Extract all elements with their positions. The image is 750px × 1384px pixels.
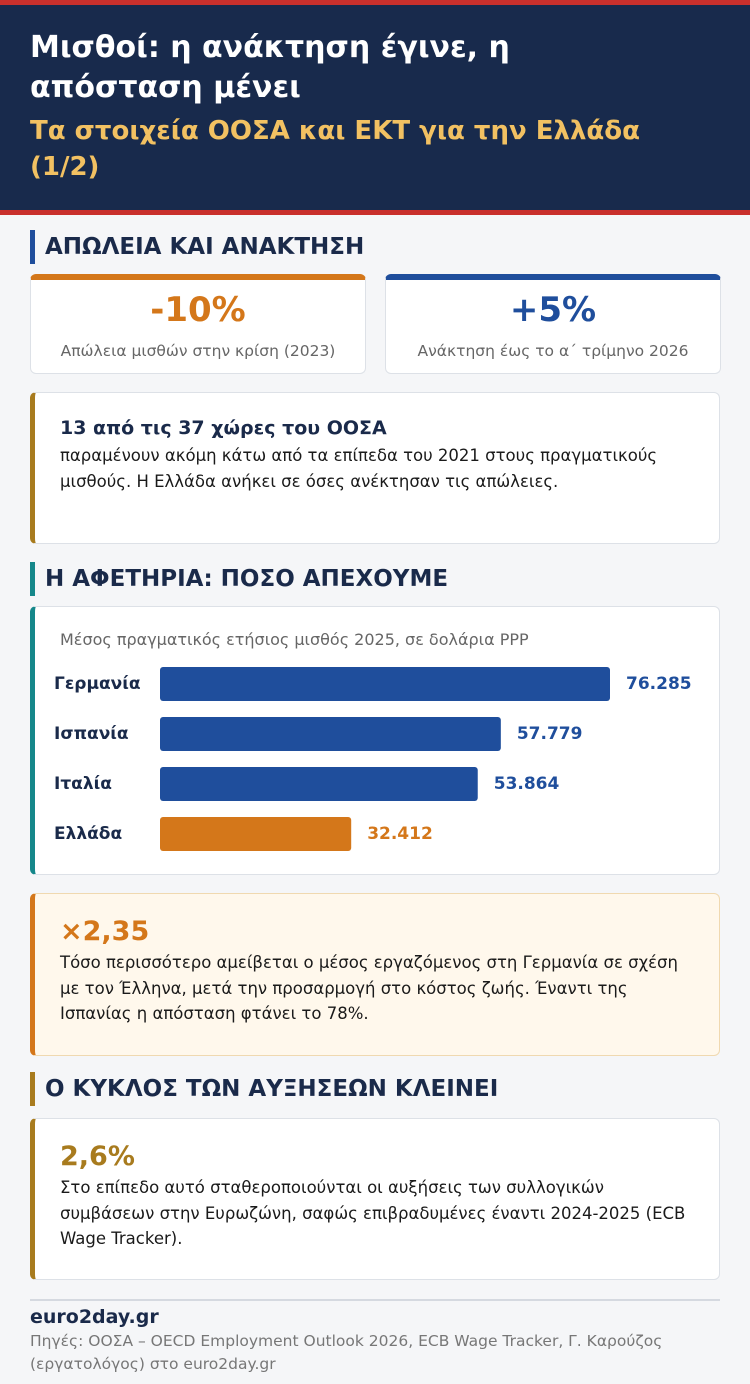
stat-label: Απώλεια μισθών στην κρίση (2023) [60,342,336,360]
sources: Πηγές: ΟΟΣΑ – OECD Employment Outlook 20… [30,1332,663,1373]
category-label: Ισπανία [54,724,129,744]
callout-text: Τόσο περισσότερο αμείβεται ο μέσος εργαζ… [60,953,678,1023]
stat-value: -10% [150,290,246,330]
category-label: Ελλάδα [54,824,122,844]
stat-card: +5% Ανάκτηση έως το α΄ τρίμηνο 2026 [385,274,721,374]
chart-caption: Μέσος πραγματικός ετήσιος μισθός 2025, σ… [60,630,529,649]
bar [160,767,478,801]
note-highlight: 2,6% [60,1141,135,1172]
callout-highlight: ×2,35 [60,916,150,947]
bar [160,817,352,851]
value-label: 53.864 [494,774,560,794]
section-heading: Η ΑΦΕΤΗΡΙΑ: ΠΟΣΟ ΑΠΕΧΟΥΜΕ [30,562,448,596]
title: Μισθοί: η ανάκτηση έγινε, η απόσταση μέν… [30,30,510,105]
bar-chart: Γερμανία 76.285 Ισπανία 57.779 Ιταλία 53.864 Ε… [54,667,692,851]
bar [160,717,501,751]
value-label: 32.412 [367,824,433,844]
section-heading: ΑΠΩΛΕΙΑ ΚΑΙ ΑΝΑΚΤΗΣΗ [30,230,364,264]
header [0,0,750,215]
note-card: 2,6% Στο επίπεδο αυτό σταθεροποιούνται ο… [30,1118,720,1280]
subtitle: Τα στοιχεία ΟΟΣΑ και ΕΚΤ για την Ελλάδα … [30,116,640,182]
callout-card: ×2,35 Τόσο περισσότερο αμείβεται ο μέσος… [30,893,720,1056]
value-label: 76.285 [626,674,692,694]
category-label: Γερμανία [54,674,141,694]
bar [160,667,610,701]
stat-label: Ανάκτηση έως το α΄ τρίμηνο 2026 [417,342,689,360]
divider [30,1299,720,1301]
note-text: παραμένουν ακόμη κάτω από τα επίπεδα του… [60,446,658,491]
note-text: Στο επίπεδο αυτό σταθεροποιούνται οι αυξ… [60,1178,686,1248]
brand: euro2day.gr [30,1306,159,1328]
note-card: 13 από τις 37 χώρες του ΟΟΣΑ παραμένουν … [30,392,720,544]
section-heading: Ο ΚΥΚΛΟΣ ΤΩΝ ΑΥΞΗΣΕΩΝ ΚΛΕΙΝΕΙ [30,1072,498,1106]
value-label: 57.779 [517,724,583,744]
stat-value: +5% [509,290,597,330]
note-highlight: 13 από τις 37 χώρες του ΟΟΣΑ [60,417,387,439]
stat-card: -10% Απώλεια μισθών στην κρίση (2023) [30,274,366,374]
category-label: Ιταλία [54,774,112,794]
